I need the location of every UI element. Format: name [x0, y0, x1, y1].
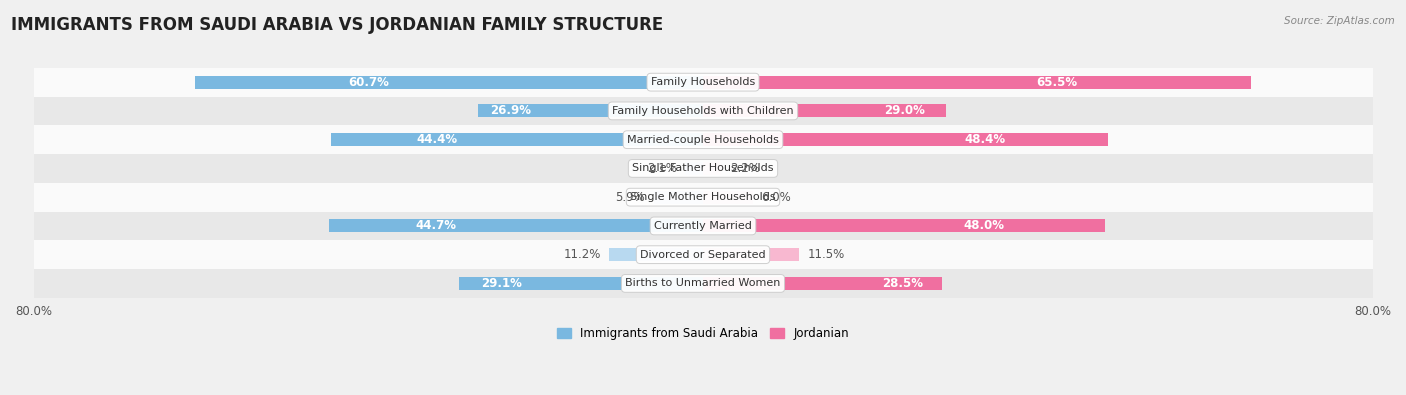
- Text: 29.1%: 29.1%: [481, 277, 522, 290]
- Text: Family Households: Family Households: [651, 77, 755, 87]
- Bar: [703, 104, 946, 117]
- Text: Single Father Households: Single Father Households: [633, 164, 773, 173]
- Bar: [195, 76, 703, 88]
- Text: 48.4%: 48.4%: [965, 133, 1005, 146]
- Bar: [703, 191, 754, 204]
- Bar: [703, 162, 721, 175]
- Bar: [34, 212, 1372, 240]
- Bar: [478, 104, 703, 117]
- Text: 65.5%: 65.5%: [1036, 76, 1077, 88]
- Bar: [703, 133, 1108, 146]
- Bar: [332, 133, 703, 146]
- Legend: Immigrants from Saudi Arabia, Jordanian: Immigrants from Saudi Arabia, Jordanian: [553, 322, 853, 344]
- Bar: [329, 220, 703, 232]
- Bar: [703, 76, 1251, 88]
- Text: Married-couple Households: Married-couple Households: [627, 135, 779, 145]
- Text: 5.9%: 5.9%: [616, 191, 645, 204]
- Text: Divorced or Separated: Divorced or Separated: [640, 250, 766, 260]
- Bar: [460, 277, 703, 290]
- Bar: [703, 277, 942, 290]
- Text: Births to Unmarried Women: Births to Unmarried Women: [626, 278, 780, 288]
- Text: Single Mother Households: Single Mother Households: [630, 192, 776, 202]
- Bar: [34, 183, 1372, 212]
- Bar: [609, 248, 703, 261]
- Bar: [34, 96, 1372, 125]
- Text: Currently Married: Currently Married: [654, 221, 752, 231]
- Bar: [34, 154, 1372, 183]
- Text: 11.5%: 11.5%: [807, 248, 845, 261]
- Text: 60.7%: 60.7%: [349, 76, 389, 88]
- Text: 28.5%: 28.5%: [882, 277, 922, 290]
- Text: Family Households with Children: Family Households with Children: [612, 106, 794, 116]
- Bar: [34, 125, 1372, 154]
- Text: 2.1%: 2.1%: [647, 162, 678, 175]
- Text: 2.2%: 2.2%: [730, 162, 759, 175]
- Bar: [34, 240, 1372, 269]
- Bar: [654, 191, 703, 204]
- Text: Source: ZipAtlas.com: Source: ZipAtlas.com: [1284, 16, 1395, 26]
- Text: 44.7%: 44.7%: [416, 220, 457, 232]
- Text: 26.9%: 26.9%: [491, 104, 531, 117]
- Bar: [703, 248, 799, 261]
- Text: 29.0%: 29.0%: [884, 104, 925, 117]
- Bar: [34, 68, 1372, 96]
- Text: IMMIGRANTS FROM SAUDI ARABIA VS JORDANIAN FAMILY STRUCTURE: IMMIGRANTS FROM SAUDI ARABIA VS JORDANIA…: [11, 16, 664, 34]
- Text: 6.0%: 6.0%: [762, 191, 792, 204]
- Text: 11.2%: 11.2%: [564, 248, 600, 261]
- Text: 48.0%: 48.0%: [963, 220, 1004, 232]
- Bar: [34, 269, 1372, 298]
- Bar: [686, 162, 703, 175]
- Text: 44.4%: 44.4%: [416, 133, 458, 146]
- Bar: [703, 220, 1105, 232]
